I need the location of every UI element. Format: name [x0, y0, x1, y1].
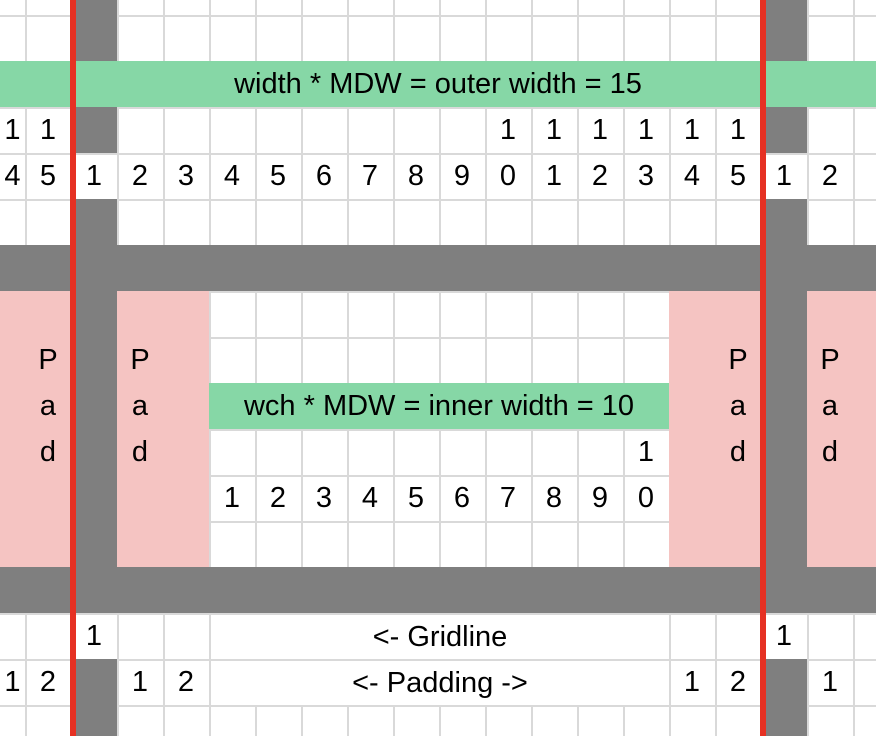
edge-right-count-char: 2	[821, 160, 839, 192]
pad-letter-char: P	[38, 344, 58, 376]
edge-left-tens-char: 1	[39, 114, 57, 146]
gridline-column-left-bottom	[71, 659, 117, 736]
edge-left-count-char: 5	[39, 160, 57, 192]
padding-block-outer-left	[0, 291, 71, 567]
pad-letter-char: a	[821, 390, 839, 422]
outer-count-char: 1	[85, 160, 103, 192]
outer-tens-char: 1	[683, 114, 701, 146]
outer-width-label: width * MDW = outer width = 15	[234, 67, 642, 100]
inner-count-char: 1	[223, 482, 241, 514]
padding-label: <- Padding ->	[352, 666, 528, 699]
outer-count-char: 8	[407, 160, 425, 192]
pad-letter-char: a	[131, 390, 149, 422]
edge-right-count-char: 1	[775, 160, 793, 192]
gridline-bar-bottom	[0, 567, 876, 613]
inner-count-char: 3	[315, 482, 333, 514]
padding-label-row: <- Padding ->	[211, 661, 669, 705]
outer-count-char: 5	[269, 160, 287, 192]
outer-tens-char: 1	[499, 114, 517, 146]
pad-letter-char: P	[728, 344, 748, 376]
inner-count-char: 7	[499, 482, 517, 514]
outer-count-char: 6	[315, 160, 333, 192]
padding-count-char: 1	[131, 666, 149, 698]
pad-letter-char: a	[39, 390, 57, 422]
outer-count-char: 5	[729, 160, 747, 192]
inner-count-char: 8	[545, 482, 563, 514]
inner-tens-char: 1	[637, 436, 655, 468]
outer-count-char: 2	[591, 160, 609, 192]
gridline-count-char: 1	[775, 620, 793, 652]
outer-count-char: 2	[131, 160, 149, 192]
padding-block-outer-right	[807, 291, 876, 567]
pad-letter-char: d	[729, 436, 747, 468]
inner-width-band: wch * MDW = inner width = 10	[209, 383, 669, 429]
pad-letter-char: a	[729, 390, 747, 422]
outer-count-char: 3	[177, 160, 195, 192]
inner-count-char: 0	[637, 482, 655, 514]
outer-tens-char: 1	[545, 114, 563, 146]
gridline-label: <- Gridline	[372, 620, 508, 653]
pad-letter-char: d	[821, 436, 839, 468]
padding-count-char: 1	[4, 666, 21, 698]
padding-count-char: 2	[177, 666, 195, 698]
pad-letter-char: d	[39, 436, 57, 468]
padding-count-char: 1	[683, 666, 701, 698]
padding-count-char: 1	[821, 666, 839, 698]
outer-tens-char: 1	[637, 114, 655, 146]
inner-count-char: 9	[591, 482, 609, 514]
outer-count-char: 9	[453, 160, 471, 192]
inner-count-char: 4	[361, 482, 379, 514]
inner-count-char: 5	[407, 482, 425, 514]
gridline-column-right-bottom	[761, 659, 807, 736]
gridline-count-char: 1	[85, 620, 103, 652]
red-gridline-marker-right	[760, 0, 766, 736]
outer-count-char: 0	[499, 160, 517, 192]
red-gridline-marker-left	[70, 0, 76, 736]
inner-count-char: 6	[453, 482, 471, 514]
gridline-bar-top	[0, 245, 876, 291]
outer-tens-char: 1	[729, 114, 747, 146]
pad-letter-char: d	[131, 436, 149, 468]
padding-block-inner-left	[117, 291, 209, 567]
outer-count-char: 1	[545, 160, 563, 192]
padding-block-inner-right	[669, 291, 761, 567]
padding-count-char: 2	[39, 666, 57, 698]
outer-tens-char: 1	[591, 114, 609, 146]
inner-width-label: wch * MDW = inner width = 10	[243, 389, 635, 422]
outer-count-char: 7	[361, 160, 379, 192]
edge-left-tens-char: 1	[4, 114, 21, 146]
outer-count-char: 4	[683, 160, 701, 192]
outer-count-char: 3	[637, 160, 655, 192]
padding-count-char: 2	[729, 666, 747, 698]
outer-width-band: width * MDW = outer width = 15	[0, 61, 876, 107]
gridline-label-row: <- Gridline	[211, 615, 669, 659]
inner-count-char: 2	[269, 482, 287, 514]
outer-count-char: 4	[223, 160, 241, 192]
pad-letter-char: P	[820, 344, 840, 376]
edge-left-count-char: 4	[4, 160, 21, 192]
pad-letter-char: P	[130, 344, 150, 376]
